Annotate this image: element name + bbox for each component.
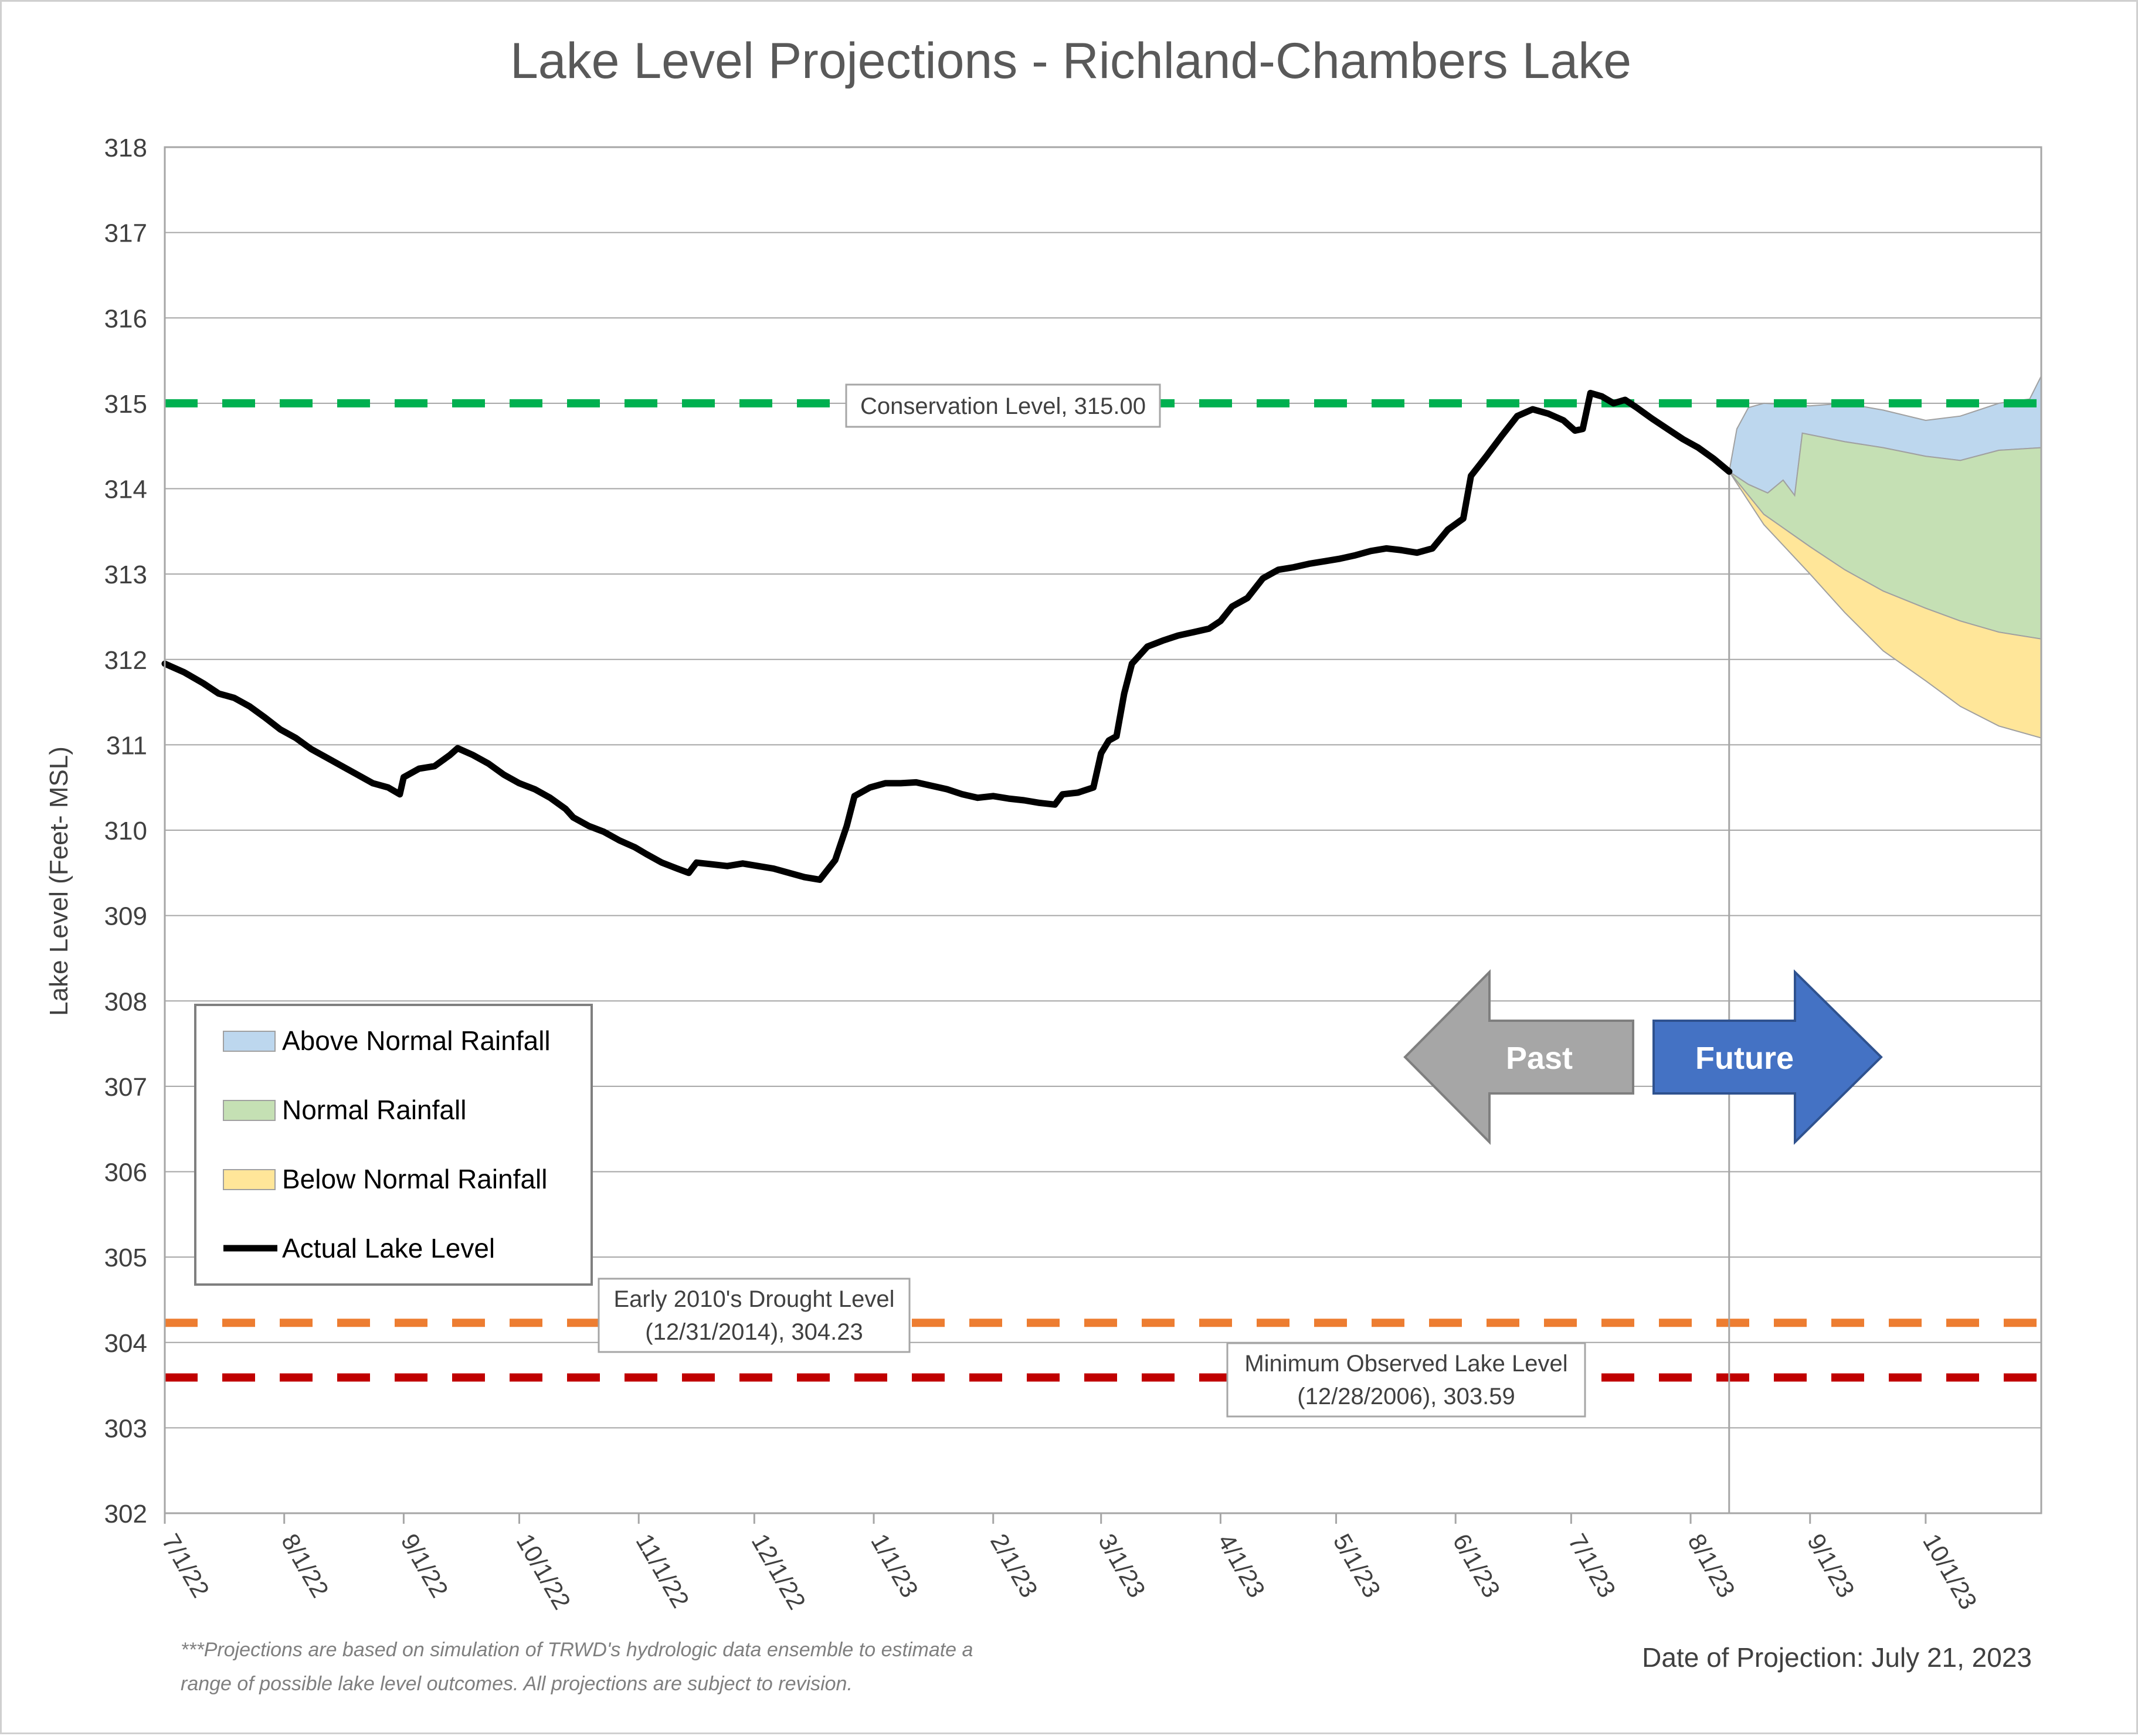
axes: 302 303 304 305 306 307 308 309 310 311 312 313 314 3…: [104, 134, 2042, 1614]
callout-text-early-2010-s-drought-level-1: (12/31/2014), 304.23: [645, 1319, 863, 1345]
reference-labels: Conservation Level, 315.00 Early 2010's D…: [598, 383, 1586, 1418]
y-tick-label-317: 317: [104, 219, 147, 248]
legend: Above Normal Rainfall Normal Rainfall Belo…: [194, 1004, 593, 1286]
chart-title: Lake Level Projections - Richland-Chambe…: [510, 33, 1631, 89]
y-tick-label-309: 309: [104, 902, 147, 931]
x-tick-label-1-1-23: 1/1/23: [866, 1529, 924, 1602]
y-tick-label-303: 303: [104, 1414, 147, 1443]
arrow-label-future: Future: [1695, 1041, 1794, 1076]
x-tick-label-3-1-23: 3/1/23: [1093, 1529, 1151, 1602]
arrow-past: [1403, 969, 1634, 1145]
y-tick-label-305: 305: [104, 1244, 147, 1272]
x-tick-label-5-1-23: 5/1/23: [1328, 1529, 1386, 1602]
x-tick-label-7-1-23: 7/1/23: [1563, 1529, 1621, 1602]
past-future-arrows: Past Future: [1403, 969, 1883, 1145]
x-tick-label-12-1-22: 12/1/22: [746, 1529, 812, 1614]
legend-swatch-below-normal-rainfall: [223, 1169, 276, 1190]
y-tick-label-306: 306: [104, 1159, 147, 1187]
y-tick-label-310: 310: [104, 817, 147, 845]
y-tick-label-311: 311: [106, 731, 147, 760]
y-axis-label: Lake Level (Feet- MSL): [45, 746, 73, 1016]
actual-series: [161, 389, 1733, 883]
x-tick-label-4-1-23: 4/1/23: [1213, 1529, 1271, 1602]
legend-swatch-normal-rainfall: [223, 1100, 276, 1121]
x-tick-label-10-1-23: 10/1/23: [1918, 1529, 1983, 1614]
y-tick-label-318: 318: [104, 134, 147, 162]
x-tick-label-2-1-23: 2/1/23: [985, 1529, 1043, 1602]
projection-date-label: Date of Projection: July 21, 2023: [1642, 1642, 2032, 1673]
footnote-line-0: ***Projections are based on simulation o…: [181, 1639, 973, 1661]
x-tick-label-6-1-23: 6/1/23: [1447, 1529, 1505, 1602]
legend-label-below-normal-rainfall: Below Normal Rainfall: [282, 1164, 548, 1194]
legend-label-actual-lake-level: Actual Lake Level: [282, 1233, 495, 1263]
y-tick-label-314: 314: [104, 475, 147, 504]
callout-minimum-observed-lake-level: Minimum Observed Lake Level (12/28/2006),…: [1226, 1342, 1586, 1418]
callout-text-conservation-level: Conservation Level, 315.00: [860, 393, 1146, 419]
legend-swatch-above-normal-rainfall: [223, 1031, 276, 1052]
callout-early-2010-s-drought-level: Early 2010's Drought Level (12/31/2014), …: [598, 1278, 911, 1353]
callout-text-early-2010-s-drought-level-0: Early 2010's Drought Level: [613, 1286, 894, 1312]
y-tick-label-307: 307: [104, 1073, 147, 1102]
y-tick-label-313: 313: [104, 560, 147, 589]
x-tick-label-8-1-23: 8/1/23: [1682, 1529, 1740, 1602]
x-tick-label-8-1-22: 8/1/22: [276, 1529, 334, 1602]
footer: ***Projections are based on simulation o…: [181, 1639, 2032, 1695]
x-tick-label-9-1-22: 9/1/22: [396, 1529, 454, 1602]
x-tick-label-10-1-22: 10/1/22: [511, 1529, 576, 1614]
callout-box-early-2010-s-drought-level: [598, 1278, 911, 1353]
y-tick-label-312: 312: [104, 646, 147, 675]
legend-label-above-normal-rainfall: Above Normal Rainfall: [282, 1025, 551, 1056]
projection-areas: [1728, 375, 2042, 739]
x-tick-label-11-1-22: 11/1/22: [630, 1529, 694, 1612]
y-tick-label-316: 316: [104, 304, 147, 333]
plot-frame: [164, 146, 2042, 1514]
gridlines: [165, 147, 2041, 1514]
y-tick-label-308: 308: [104, 987, 147, 1016]
footnote-line-1: range of possible lake level outcomes. A…: [181, 1673, 853, 1695]
callout-box-conservation-level: [845, 383, 1161, 428]
callout-box-minimum-observed-lake-level: [1226, 1342, 1586, 1418]
x-tick-label-7-1-22: 7/1/22: [157, 1529, 215, 1602]
y-tick-label-304: 304: [104, 1329, 147, 1358]
y-tick-label-302: 302: [104, 1500, 147, 1528]
y-tick-label-315: 315: [104, 390, 147, 419]
callout-conservation-level: Conservation Level, 315.00: [845, 383, 1161, 428]
callout-text-minimum-observed-lake-level-0: Minimum Observed Lake Level: [1244, 1351, 1567, 1377]
arrow-label-past: Past: [1506, 1041, 1573, 1076]
series-actual-lake-level: [161, 389, 1733, 883]
callout-text-minimum-observed-lake-level-1: (12/28/2006), 303.59: [1297, 1384, 1515, 1409]
x-tick-label-9-1-23: 9/1/23: [1802, 1529, 1860, 1602]
legend-label-normal-rainfall: Normal Rainfall: [282, 1095, 466, 1125]
arrow-future: [1652, 969, 1883, 1145]
